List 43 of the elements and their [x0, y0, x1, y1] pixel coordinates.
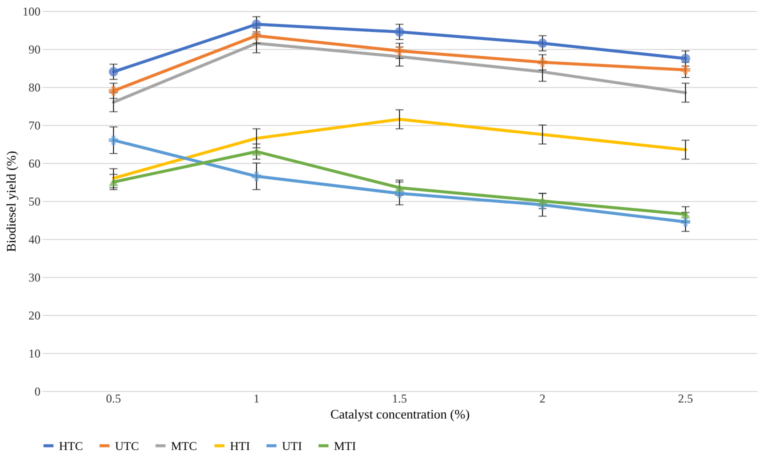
y-axis-title: Biodiesel yield (%) — [4, 150, 18, 252]
y-tick-label: 0 — [34, 384, 40, 398]
legend-label: MTI — [334, 438, 356, 453]
legend-label: HTI — [230, 438, 250, 453]
y-tick-label: 70 — [28, 118, 40, 132]
x-tick-label: 2.5 — [678, 392, 693, 406]
point — [394, 184, 404, 192]
y-tick-label: 90 — [28, 42, 40, 56]
x-tick-label: 1 — [254, 392, 260, 406]
y-tick-label: 50 — [28, 194, 40, 208]
y-tick-label: 10 — [28, 346, 40, 360]
point — [680, 65, 690, 75]
point — [680, 54, 690, 64]
x-tick-label: 2 — [540, 392, 546, 406]
x-axis-title: Catalyst concentration (%) — [330, 406, 470, 422]
point — [680, 217, 690, 227]
point — [680, 210, 690, 218]
point — [252, 147, 262, 156]
point — [252, 172, 262, 182]
point — [108, 178, 118, 186]
y-tick-label: 80 — [28, 80, 40, 94]
line-series — [112, 42, 687, 104]
point — [394, 46, 404, 56]
y-tick-label: 100 — [22, 4, 40, 18]
legend-label: HTC — [59, 438, 83, 453]
point — [538, 196, 548, 206]
point — [108, 67, 118, 77]
legend-label: UTI — [282, 438, 302, 453]
point — [108, 86, 118, 96]
legend-label: MTC — [171, 438, 198, 453]
y-tick-label: 30 — [28, 270, 40, 284]
point — [538, 38, 548, 48]
x-tick-label: 1.5 — [392, 392, 407, 406]
point — [252, 20, 262, 30]
y-tick-label: 60 — [28, 156, 40, 170]
y-tick-label: 40 — [28, 232, 40, 246]
point — [394, 27, 404, 37]
y-tick-label: 20 — [28, 308, 40, 322]
point — [538, 58, 548, 68]
point — [252, 30, 262, 40]
legend-label: UTC — [115, 438, 139, 453]
x-tick-label: 0.5 — [106, 392, 121, 406]
point — [108, 135, 118, 145]
